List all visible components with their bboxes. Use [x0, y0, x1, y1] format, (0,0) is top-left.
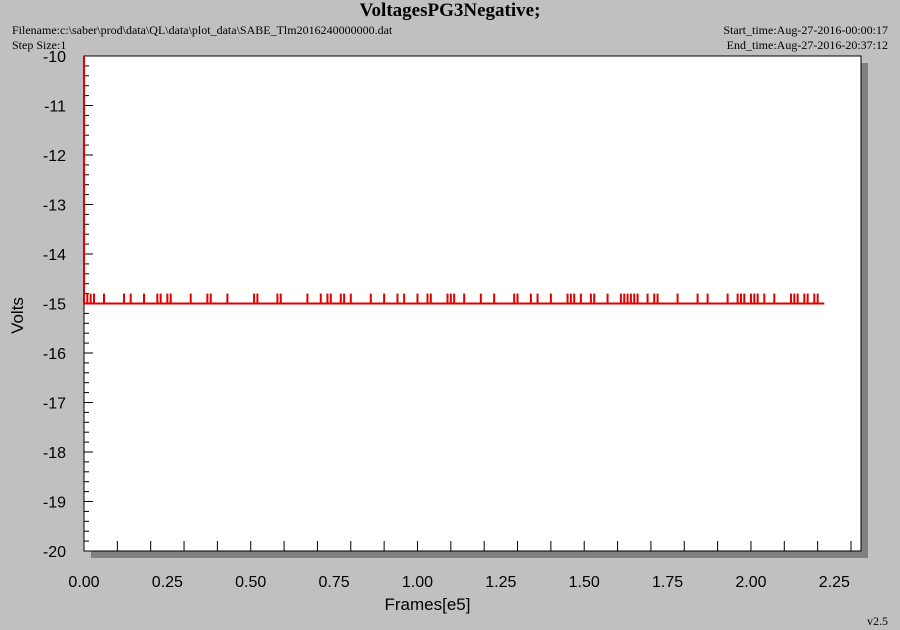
x-tick-label: 1.00 [402, 574, 433, 591]
y-tick-label: -17 [43, 396, 66, 413]
x-tick-label: 0.25 [152, 574, 183, 591]
y-tick-label: -10 [43, 49, 66, 66]
y-tick-label: -19 [43, 495, 66, 512]
x-tick-label: 2.00 [735, 574, 766, 591]
y-tick-label: -13 [43, 198, 66, 215]
filename-label: Filename:c:\saber\prod\data\QL\data\plot… [12, 23, 393, 37]
y-tick-label: -15 [43, 297, 66, 314]
x-tick-label: 1.25 [485, 574, 516, 591]
y-tick-label: -12 [43, 148, 66, 165]
x-tick-label: 2.25 [819, 574, 850, 591]
step-size-label: Step Size:1 [12, 38, 67, 52]
y-tick-label: -18 [43, 445, 66, 462]
x-tick-label: 1.50 [569, 574, 600, 591]
x-axis: 0.00 0.25 0.50 0.75 1.00 1.25 1.50 1.75 2.00 2.25 [68, 541, 852, 591]
y-tick-label: -20 [43, 544, 66, 561]
x-tick-label: 0.50 [235, 574, 266, 591]
y-tick-label: -11 [44, 99, 66, 116]
series-line [83, 56, 825, 305]
x-tick-label: 1.75 [652, 574, 683, 591]
version-label: v2.5 [867, 614, 888, 628]
start-time-label: Start_time:Aug-27-2016-00:00:17 [723, 23, 888, 37]
y-tick-label: -16 [43, 346, 66, 363]
x-tick-label: 0.75 [319, 574, 350, 591]
chart-title: VoltagesPG3Negative; [359, 0, 541, 21]
x-axis-title: Frames[e5] [385, 595, 471, 614]
x-tick-label: 0.00 [68, 574, 99, 591]
y-axis-title: Volts [8, 297, 27, 334]
end-time-label: End_time:Aug-27-2016-20:37:12 [726, 38, 888, 52]
y-tick-label: -14 [43, 247, 66, 264]
